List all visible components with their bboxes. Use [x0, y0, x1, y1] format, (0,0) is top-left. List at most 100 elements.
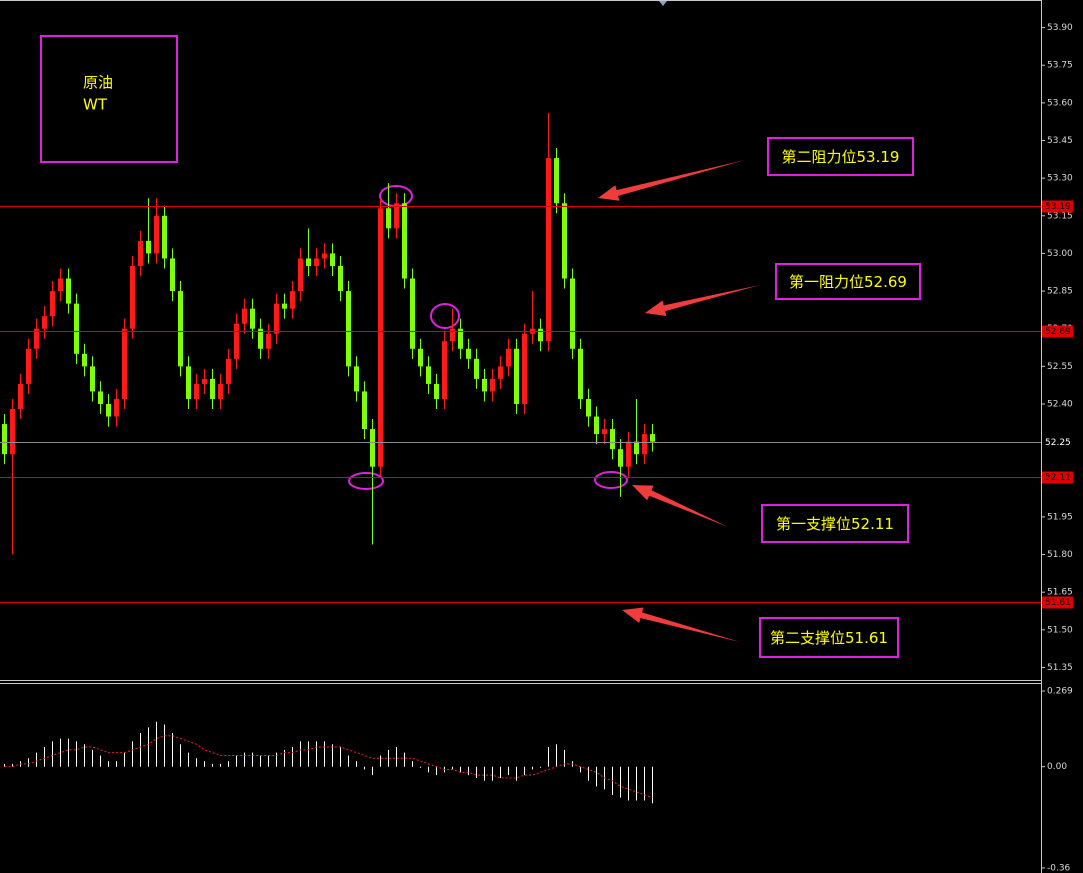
candle-body [618, 449, 623, 467]
candle-body [90, 366, 95, 392]
candle-body [210, 378, 215, 399]
candle-body [290, 291, 295, 309]
candle-body [514, 348, 519, 404]
candle-body [490, 378, 495, 392]
candle-body [2, 424, 7, 455]
candle-body [114, 398, 119, 417]
label-line: 原油 [83, 74, 113, 92]
candle-body [34, 328, 39, 349]
candle-body [218, 383, 223, 399]
annotation-box [759, 617, 899, 658]
level-tag [1042, 200, 1073, 213]
level-label: 52.11 [1045, 473, 1071, 483]
candle-body [650, 434, 655, 442]
candle-body [362, 391, 367, 430]
candle-body [82, 353, 87, 367]
level-tag [1042, 596, 1073, 609]
candle-body [554, 158, 559, 204]
candle-body [562, 203, 567, 279]
level-tag [1042, 471, 1073, 484]
candle-body [410, 278, 415, 349]
candle-body [370, 429, 375, 467]
candle-body [474, 358, 479, 379]
candle-body [18, 383, 23, 410]
y-tick-label: 51.95 [1047, 512, 1073, 522]
candle-body [170, 258, 175, 292]
y-tick-label: 53.30 [1047, 174, 1073, 184]
candle-body [98, 391, 103, 404]
candle-body [442, 341, 447, 399]
y-tick-label: 53.45 [1047, 136, 1073, 146]
level-label: 51.61 [1045, 598, 1071, 608]
candle-body [482, 378, 487, 392]
highlight-ellipse [348, 472, 384, 490]
candle-body [258, 328, 263, 349]
candle-body [146, 240, 151, 254]
y-tick-label: 0.00 [1047, 762, 1067, 772]
candle-body [642, 434, 647, 455]
candle-body [130, 265, 135, 329]
annotation-box [767, 137, 914, 176]
candle-body [314, 258, 319, 266]
candle-body [330, 253, 335, 266]
candle-body [178, 291, 183, 367]
annotation-arrow [645, 285, 760, 317]
annotation-text: 第二支撑位51.61 [770, 629, 888, 647]
candle-body [138, 240, 143, 266]
y-tick-label: 52.85 [1047, 287, 1073, 297]
candle-body [298, 258, 303, 292]
candle-body [274, 303, 279, 334]
candle-body [306, 258, 311, 266]
candle-body [394, 203, 399, 229]
candle-body [378, 208, 383, 467]
candle-body [10, 409, 15, 455]
annotation-text: 第二阻力位53.19 [782, 148, 900, 166]
y-tick-label: 52.55 [1047, 362, 1073, 372]
level-label: 52.69 [1045, 327, 1071, 337]
candle-body [346, 291, 351, 367]
candle-body [466, 348, 471, 359]
candle-body [538, 328, 543, 342]
level-tag [1042, 325, 1073, 338]
annotation-text: 第一阻力位52.69 [789, 273, 907, 291]
candle-body [226, 358, 231, 384]
annotation-arrow [598, 160, 745, 201]
level-label: 52.25 [1045, 438, 1071, 448]
candle-body [242, 308, 247, 324]
y-tick-label: 51.50 [1047, 625, 1073, 635]
y-tick-label: 0.269 [1047, 687, 1073, 697]
candle-body [546, 158, 551, 342]
y-tick-label: 51.80 [1047, 550, 1073, 560]
candle-body [58, 278, 63, 292]
candle-body [578, 348, 583, 399]
y-tick-label: -0.36 [1047, 863, 1071, 873]
candle-body [450, 328, 455, 342]
candle-body [338, 265, 343, 292]
candle-body [66, 278, 71, 304]
candle-body [594, 416, 599, 435]
candle-body [506, 348, 511, 367]
label-box [40, 35, 178, 163]
candle-body [386, 208, 391, 229]
annotation-box [775, 263, 921, 300]
candle-body [250, 308, 255, 329]
y-tick-label: 53.00 [1047, 249, 1073, 259]
candle-body [498, 366, 503, 379]
candle-body [434, 383, 439, 399]
candle-body [354, 366, 359, 392]
y-tick-label: 53.75 [1047, 61, 1073, 71]
candle-body [586, 398, 591, 417]
y-tick-label: 52.40 [1047, 399, 1073, 409]
candle-body [50, 291, 55, 317]
candle-body [282, 303, 287, 309]
candle-body [626, 441, 631, 467]
y-tick-label: 51.35 [1047, 663, 1073, 673]
level-label: 53.19 [1045, 202, 1071, 212]
candle-body [266, 333, 271, 349]
scroll-marker [659, 1, 667, 6]
level-tag [1042, 436, 1073, 449]
candle-body [570, 278, 575, 349]
candle-body [154, 215, 159, 254]
